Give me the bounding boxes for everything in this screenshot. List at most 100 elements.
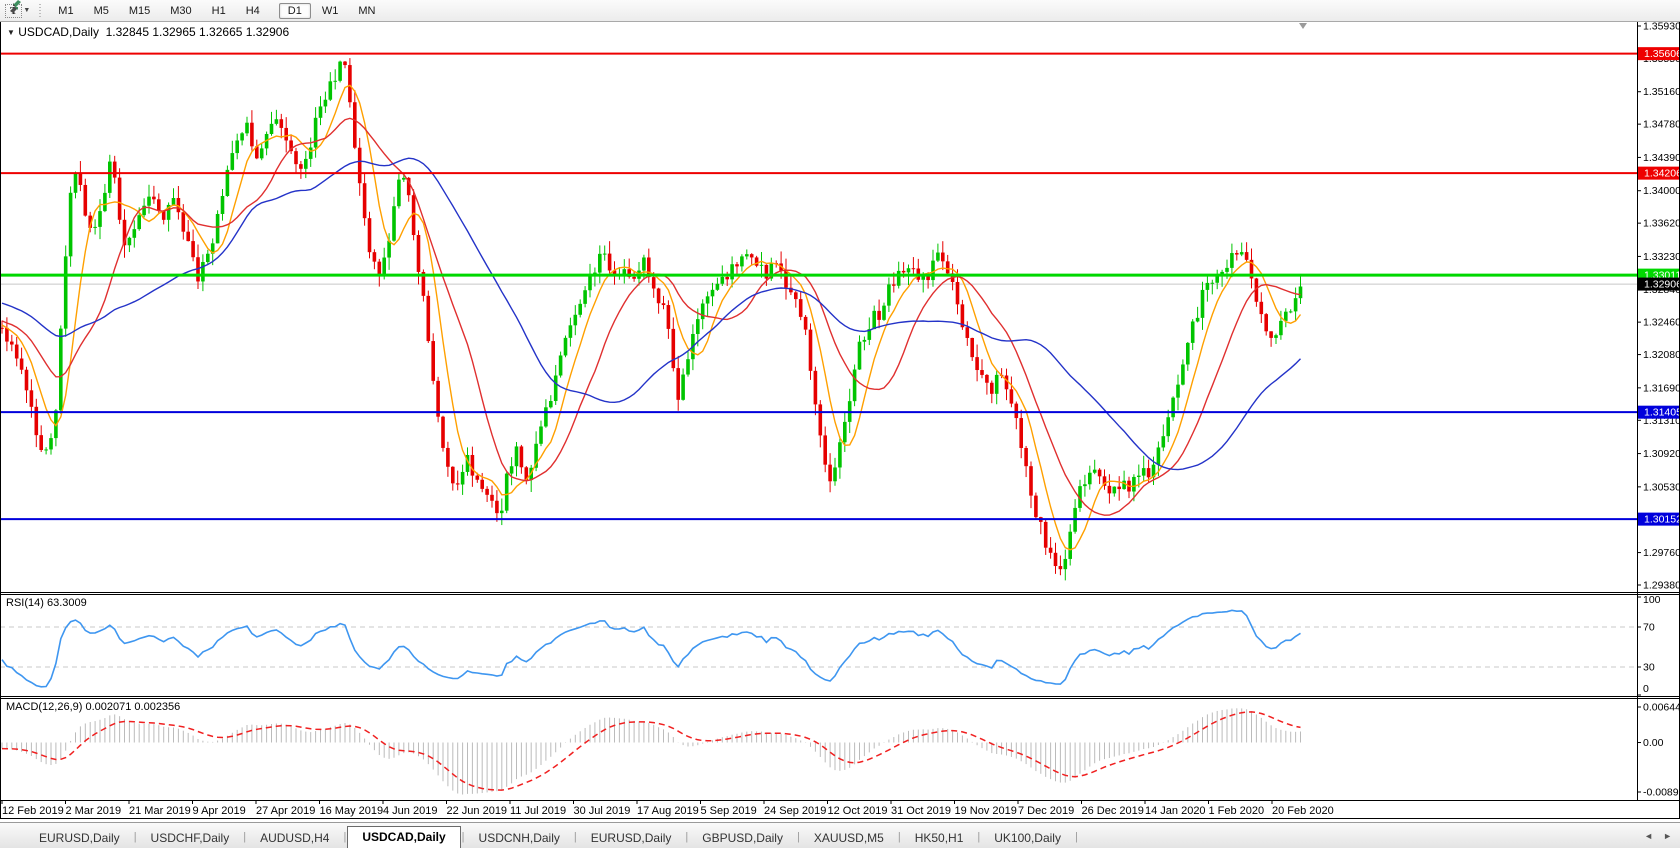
svg-text:21 Mar 2019: 21 Mar 2019 (129, 805, 191, 817)
svg-text:0.006448: 0.006448 (1643, 702, 1680, 714)
timeframe-button-h4[interactable]: H4 (245, 4, 260, 17)
date-axis[interactable]: 12 Feb 2019 2 Mar 2019 21 Mar 2019 9 Apr 20… (1, 801, 1334, 817)
symbol-caret-icon: ▼ (7, 28, 15, 37)
tab-separator: | (343, 830, 347, 843)
chart-tab-xauusd-m5[interactable]: XAUUSD,M5 (813, 831, 884, 845)
svg-text:1.35606: 1.35606 (1644, 48, 1680, 60)
svg-text:11 Jul 2019: 11 Jul 2019 (510, 805, 566, 817)
svg-text:1.34206: 1.34206 (1644, 168, 1680, 180)
chart-tab-usdchf-daily[interactable]: USDCHF,Daily (150, 831, 230, 845)
timeframe-button-h1[interactable]: H1 (211, 4, 226, 17)
tab-scroll-right-icon[interactable]: ► (1663, 831, 1672, 841)
toolbar-grip[interactable] (38, 3, 44, 18)
svg-text:9 Apr 2019: 9 Apr 2019 (193, 805, 246, 817)
price-tag-1.32906: 1.32906 (1638, 277, 1680, 291)
rsi-indicator-label: RSI(14) 63.3009 (6, 597, 87, 609)
svg-text:22 Jun 2019: 22 Jun 2019 (447, 805, 508, 817)
svg-text:1.35160: 1.35160 (1643, 86, 1680, 98)
svg-text:12 Feb 2019: 12 Feb 2019 (2, 805, 64, 817)
tab-scroll-left-icon[interactable]: ◄ (1644, 831, 1654, 841)
price-tag-1.30152: 1.30152 (1638, 512, 1680, 526)
svg-text:26 Dec 2019: 26 Dec 2019 (1082, 805, 1144, 817)
timeframe-button-m5[interactable]: M5 (93, 4, 109, 17)
timeframe-button-w1[interactable]: W1 (321, 4, 339, 17)
chart-tab-gbpusd-daily[interactable]: GBPUSD,Daily (702, 831, 783, 845)
svg-text:0: 0 (1643, 683, 1649, 695)
svg-text:1.30152: 1.30152 (1644, 514, 1680, 526)
macd-indicator-label: MACD(12,26,9) 0.002071 0.002356 (6, 701, 181, 713)
tab-separator: | (796, 830, 800, 843)
ma-fast-line (1, 84, 1302, 551)
ma-slow-line (1, 157, 1301, 471)
timeframe-button-group: M1 M5 M15 M30 H1 H4 D1 W1 MN (48, 2, 393, 19)
svg-text:1.30530: 1.30530 (1643, 481, 1680, 493)
dropdown-caret-icon[interactable]: ▼ (23, 7, 31, 14)
chart-tab-bar: EURUSD,Daily | USDCHF,Daily | AUDUSD,H4 | USDC… (0, 822, 1680, 848)
svg-text:20 Feb 2020: 20 Feb 2020 (1272, 805, 1334, 817)
macd-histogram (1, 708, 1301, 795)
svg-text:1.31690: 1.31690 (1643, 382, 1680, 394)
svg-text:14 Jan 2020: 14 Jan 2020 (1145, 805, 1206, 817)
svg-text:1.34390: 1.34390 (1643, 152, 1680, 164)
swap-arrows-icon[interactable] (8, 0, 23, 13)
svg-text:27 Apr 2019: 27 Apr 2019 (256, 805, 315, 817)
svg-text:24 Sep 2019: 24 Sep 2019 (764, 805, 826, 817)
svg-text:30: 30 (1643, 662, 1655, 674)
svg-text:30 Jul 2019: 30 Jul 2019 (574, 805, 631, 817)
price-tag-1.35606: 1.35606 (1638, 47, 1680, 61)
chart-tab-usdcnh-daily[interactable]: USDCNH,Daily (478, 831, 560, 845)
svg-text:0.00: 0.00 (1643, 737, 1664, 749)
tab-separator: | (243, 830, 247, 843)
svg-text:1.31405: 1.31405 (1644, 407, 1680, 419)
chart-shift-icon[interactable] (1299, 23, 1307, 29)
price-tag-1.34206: 1.34206 (1638, 166, 1680, 180)
svg-text:5 Sep 2019: 5 Sep 2019 (701, 805, 757, 817)
chart-tabs: EURUSD,Daily | USDCHF,Daily | AUDUSD,H4 | USDC… (26, 824, 1079, 848)
timeframe-button-m15[interactable]: M15 (128, 4, 151, 17)
svg-text:-0.008982: -0.008982 (1643, 787, 1680, 799)
svg-text:1.32460: 1.32460 (1643, 317, 1680, 329)
tab-separator: | (977, 830, 981, 843)
svg-text:1.32080: 1.32080 (1643, 349, 1680, 361)
svg-text:1.30920: 1.30920 (1643, 448, 1680, 460)
tab-separator: | (897, 830, 901, 843)
svg-text:7 Dec 2019: 7 Dec 2019 (1018, 805, 1074, 817)
chart-tab-uk100-daily[interactable]: UK100,Daily (994, 831, 1061, 845)
svg-text:31 Oct 2019: 31 Oct 2019 (891, 805, 951, 817)
svg-text:1.35930: 1.35930 (1643, 21, 1680, 33)
timeframe-button-m30[interactable]: M30 (170, 4, 192, 17)
svg-text:70: 70 (1643, 622, 1655, 634)
chart-tab-eurusd-daily[interactable]: EURUSD,Daily (590, 831, 672, 845)
chart-tab-eurusd-daily[interactable]: EURUSD,Daily (39, 831, 120, 845)
tab-separator: | (461, 830, 465, 843)
svg-text:12 Oct 2019: 12 Oct 2019 (828, 805, 888, 817)
tab-separator: | (133, 830, 137, 843)
svg-text:1.34000: 1.34000 (1643, 185, 1680, 197)
svg-text:4 Jun 2019: 4 Jun 2019 (383, 805, 437, 817)
svg-text:1 Feb 2020: 1 Feb 2020 (1209, 805, 1265, 817)
chart-tab-usdcad-daily[interactable]: USDCAD,Daily (347, 826, 461, 848)
svg-text:19 Nov 2019: 19 Nov 2019 (955, 805, 1017, 817)
rsi-line (1, 609, 1301, 688)
chart-title: ▼ USDCAD,Daily 1.32845 1.32965 1.32665 1… (7, 25, 289, 39)
svg-text:1.29380: 1.29380 (1643, 580, 1680, 592)
timeframe-button-mn[interactable]: MN (358, 4, 376, 17)
price-tag-1.31405: 1.31405 (1638, 405, 1680, 419)
timeframe-button-d1[interactable]: D1 (278, 2, 311, 19)
svg-text:1.32906: 1.32906 (1644, 279, 1680, 291)
chart-tab-audusd-h4[interactable]: AUDUSD,H4 (260, 831, 330, 845)
chart-tab-hk50-h1[interactable]: HK50,H1 (914, 831, 964, 845)
timeframe-button-m1[interactable]: M1 (58, 4, 74, 17)
svg-text:100: 100 (1643, 594, 1661, 606)
macd-signal-line (1, 711, 1301, 791)
tab-separator: | (1074, 830, 1078, 843)
tab-separator: | (685, 830, 689, 843)
svg-text:1.34780: 1.34780 (1643, 119, 1680, 131)
chart-title-text: USDCAD,Daily 1.32845 1.32965 1.32665 1.3… (18, 25, 290, 39)
svg-text:16 May 2019: 16 May 2019 (320, 805, 384, 817)
svg-text:2 Mar 2019: 2 Mar 2019 (66, 805, 122, 817)
svg-text:17 Aug 2019: 17 Aug 2019 (637, 805, 699, 817)
